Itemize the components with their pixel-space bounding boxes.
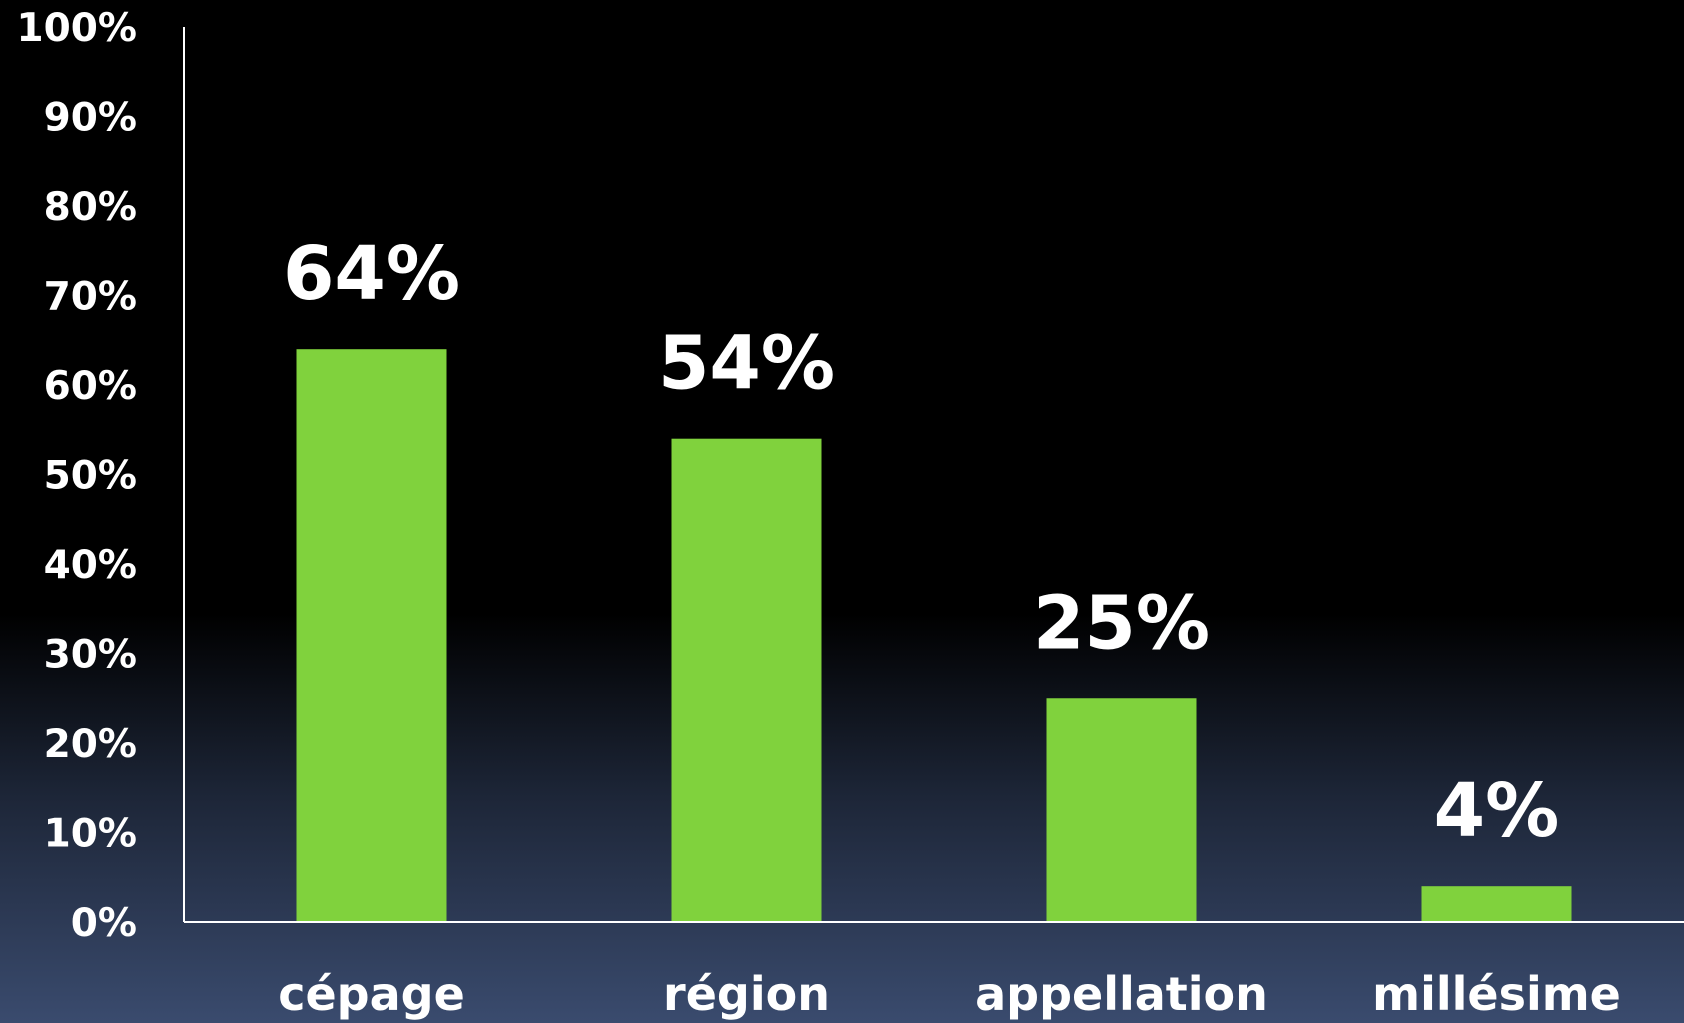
y-tick-label: 40% bbox=[44, 543, 137, 588]
y-axis-ticks: 0% 10% 20% 30% 40% 50% 60% 70% 80% 90% 100% bbox=[17, 6, 138, 946]
category-label-1: région bbox=[663, 967, 830, 1021]
y-tick-label: 90% bbox=[44, 96, 137, 141]
category-labels: cépage région appellation millésime bbox=[278, 967, 1621, 1021]
data-label-3: 4% bbox=[1434, 768, 1560, 854]
bar-3 bbox=[1422, 886, 1572, 922]
y-tick-label: 80% bbox=[44, 185, 137, 230]
y-tick-label: 0% bbox=[71, 901, 137, 946]
y-tick-label: 20% bbox=[44, 722, 137, 767]
category-label-0: cépage bbox=[278, 967, 465, 1021]
y-tick-label: 70% bbox=[44, 275, 137, 320]
category-label-2: appellation bbox=[975, 967, 1268, 1021]
data-label-0: 64% bbox=[283, 231, 460, 317]
bar-2 bbox=[1047, 698, 1197, 922]
y-tick-label: 30% bbox=[44, 633, 137, 678]
bar-1 bbox=[672, 439, 822, 922]
category-label-3: millésime bbox=[1372, 967, 1621, 1021]
y-tick-label: 60% bbox=[44, 364, 137, 409]
data-label-2: 25% bbox=[1033, 580, 1210, 666]
data-label-1: 54% bbox=[658, 321, 835, 407]
bar-0 bbox=[297, 349, 447, 922]
bars bbox=[297, 349, 1572, 922]
data-labels: 64% 54% 25% 4% bbox=[283, 231, 1559, 854]
y-tick-label: 50% bbox=[44, 454, 137, 499]
y-tick-label: 10% bbox=[44, 812, 137, 857]
y-tick-label: 100% bbox=[17, 6, 138, 51]
